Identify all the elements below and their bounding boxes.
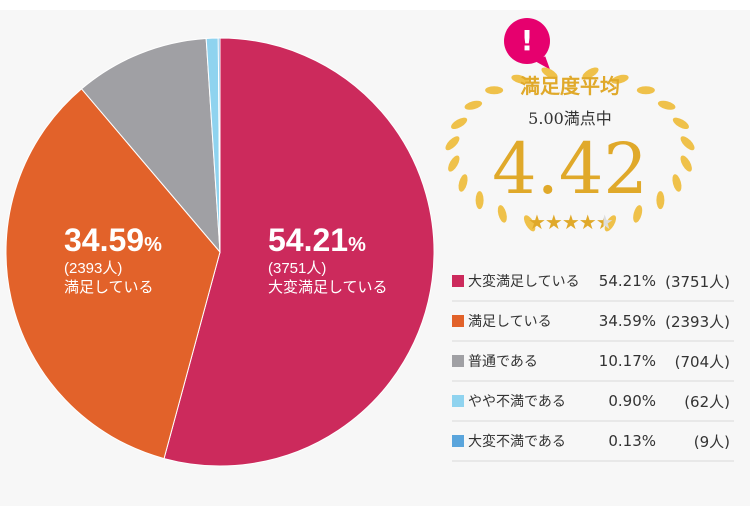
legend-swatch	[452, 395, 464, 407]
laurel-leaf	[497, 205, 507, 223]
legend-item: 大変満足している 54.21% (3751人)	[452, 262, 734, 302]
pie-label-name: 大変満足している	[268, 279, 388, 296]
legend-count: (9人)	[693, 432, 730, 451]
exclamation-icon: !	[504, 18, 550, 64]
legend-percent: 0.90%	[608, 392, 656, 410]
legend-percent: 34.59%	[598, 312, 656, 330]
legend-item: 大変不満である 0.13% (9人)	[452, 422, 734, 462]
legend-count: (2393人)	[665, 312, 730, 331]
pie-slice-1	[5, 88, 221, 460]
pie-chart	[5, 37, 435, 467]
average-subtitle: 5.00満点中	[528, 109, 612, 128]
laurel-leaf	[458, 174, 468, 192]
laurel-leaf	[541, 67, 558, 79]
star-rating: ★★★★★	[528, 210, 614, 234]
legend-percent: 0.13%	[608, 432, 656, 450]
legend-count: (62人)	[684, 392, 730, 411]
pie-label-satisfied: 34.59% (2393人) 満足している	[64, 222, 162, 297]
laurel-leaf	[451, 117, 468, 130]
laurel-leaf	[672, 117, 689, 130]
legend-swatch	[452, 355, 464, 367]
average-title: 満足度平均	[520, 74, 620, 98]
legend-swatch	[452, 275, 464, 287]
legend-percent: 54.21%	[598, 272, 656, 290]
legend-label: 大変不満である	[468, 434, 566, 450]
laurel-leaf	[511, 74, 529, 84]
pie-label-unit: %	[348, 234, 366, 256]
legend-swatch	[452, 435, 464, 447]
laurel-leaf	[633, 205, 643, 223]
half-star-icon: ★	[595, 210, 614, 234]
star-icons: ★★★★	[528, 210, 597, 234]
laurel-leaf	[680, 136, 695, 151]
average-value: 4.42	[492, 128, 648, 210]
pie-label-count: (3751人)	[268, 260, 327, 277]
pie-label-count: (2393人)	[64, 260, 123, 277]
pie-label-unit: %	[144, 234, 162, 256]
laurel-leaf	[582, 67, 599, 79]
laurel-leaf	[448, 155, 460, 172]
legend-label: 普通である	[468, 354, 538, 370]
laurel-leaf	[604, 215, 617, 232]
laurel-leaf	[656, 191, 665, 210]
laurel-leaf	[485, 86, 504, 95]
chart-panel: 54.21% (3751人) 大変満足している 34.59% (2393人) 満…	[0, 10, 750, 506]
legend-count: (704人)	[674, 352, 730, 371]
legend-item: 普通である 10.17% (704人)	[452, 342, 734, 382]
pie-slice-4	[217, 37, 221, 253]
legend-item: 満足している 34.59% (2393人)	[452, 302, 734, 342]
pie-label-name: 満足している	[64, 279, 154, 296]
laurel-leaf	[657, 100, 676, 110]
pie-label-value: 54.21	[268, 222, 349, 258]
laurel-leaf	[611, 74, 629, 84]
laurel-leaf	[523, 215, 536, 232]
legend: 大変満足している 54.21% (3751人) 満足している 34.59% (2393人)…	[452, 262, 734, 462]
pie-label-very-satisfied: 54.21% (3751人) 大変満足している	[268, 222, 388, 297]
laurel-leaf	[475, 191, 484, 210]
legend-item: やや不満である 0.90% (62人)	[452, 382, 734, 422]
legend-swatch	[452, 315, 464, 327]
legend-label: やや不満である	[468, 394, 566, 410]
pie-slice-0	[163, 37, 435, 467]
pie-slice-2	[80, 37, 221, 254]
legend-percent: 10.17%	[598, 352, 656, 370]
laurel-wreath-icon	[445, 67, 695, 232]
laurel-leaf	[680, 155, 692, 172]
legend-count: (3751人)	[665, 272, 730, 291]
laurel-leaf	[672, 174, 682, 192]
legend-label: 満足している	[468, 314, 552, 330]
laurel-leaf	[636, 86, 655, 95]
laurel-leaf	[464, 100, 483, 110]
laurel-leaf	[445, 136, 460, 151]
legend-label: 大変満足している	[468, 274, 580, 290]
pie-label-value: 34.59	[64, 222, 145, 258]
